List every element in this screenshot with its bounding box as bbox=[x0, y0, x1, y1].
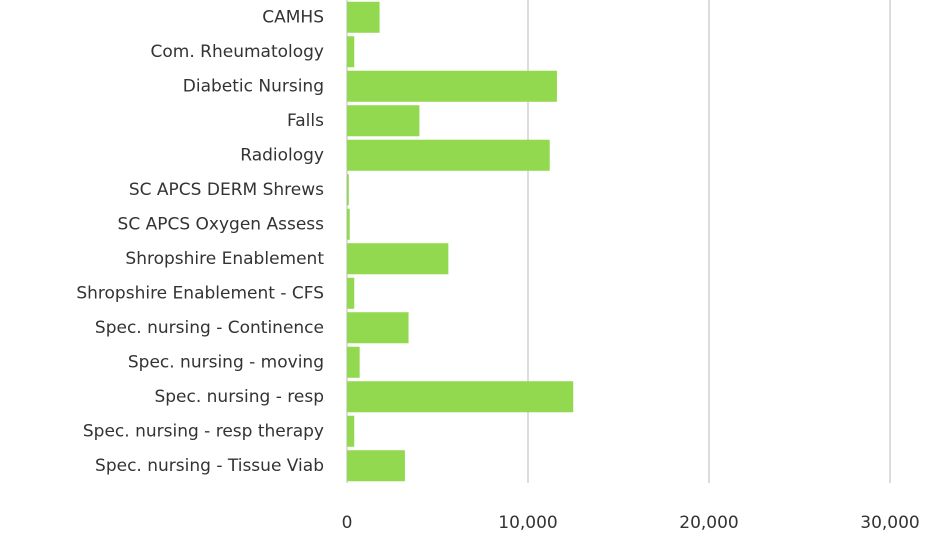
bar bbox=[347, 105, 420, 137]
bar bbox=[347, 277, 355, 309]
y-tick-label: SC APCS DERM Shrews bbox=[129, 180, 324, 200]
y-tick-label: Spec. nursing - resp bbox=[154, 387, 324, 407]
y-tick-label: CAMHS bbox=[262, 7, 324, 27]
y-tick-label: Shropshire Enablement - CFS bbox=[76, 283, 324, 303]
x-tick-label: 0 bbox=[342, 513, 353, 533]
x-tick-label: 30,000 bbox=[860, 513, 919, 533]
x-tick-label: 10,000 bbox=[498, 513, 557, 533]
bar bbox=[347, 1, 380, 33]
bar bbox=[347, 450, 405, 482]
y-tick-label: Com. Rheumatology bbox=[151, 42, 324, 62]
bar bbox=[347, 139, 550, 171]
bar bbox=[347, 70, 557, 102]
bar bbox=[347, 243, 449, 275]
y-tick-label: Spec. nursing - moving bbox=[128, 352, 324, 372]
y-tick-label: Spec. nursing - Tissue Viab bbox=[95, 456, 324, 476]
bar bbox=[347, 346, 360, 378]
bar bbox=[347, 415, 355, 447]
bar bbox=[347, 174, 349, 206]
bar bbox=[347, 381, 574, 413]
x-tick-label: 20,000 bbox=[679, 513, 738, 533]
y-tick-label: Radiology bbox=[240, 145, 324, 165]
y-tick-label: Diabetic Nursing bbox=[183, 76, 324, 96]
y-tick-label: Falls bbox=[287, 111, 324, 131]
bar bbox=[347, 36, 355, 68]
y-tick-label: Shropshire Enablement bbox=[125, 249, 324, 269]
bar bbox=[347, 208, 350, 240]
bar bbox=[347, 312, 409, 344]
y-tick-label: Spec. nursing - Continence bbox=[95, 318, 324, 338]
y-tick-label: SC APCS Oxygen Assess bbox=[118, 214, 325, 234]
y-tick-label: Spec. nursing - resp therapy bbox=[83, 421, 324, 441]
